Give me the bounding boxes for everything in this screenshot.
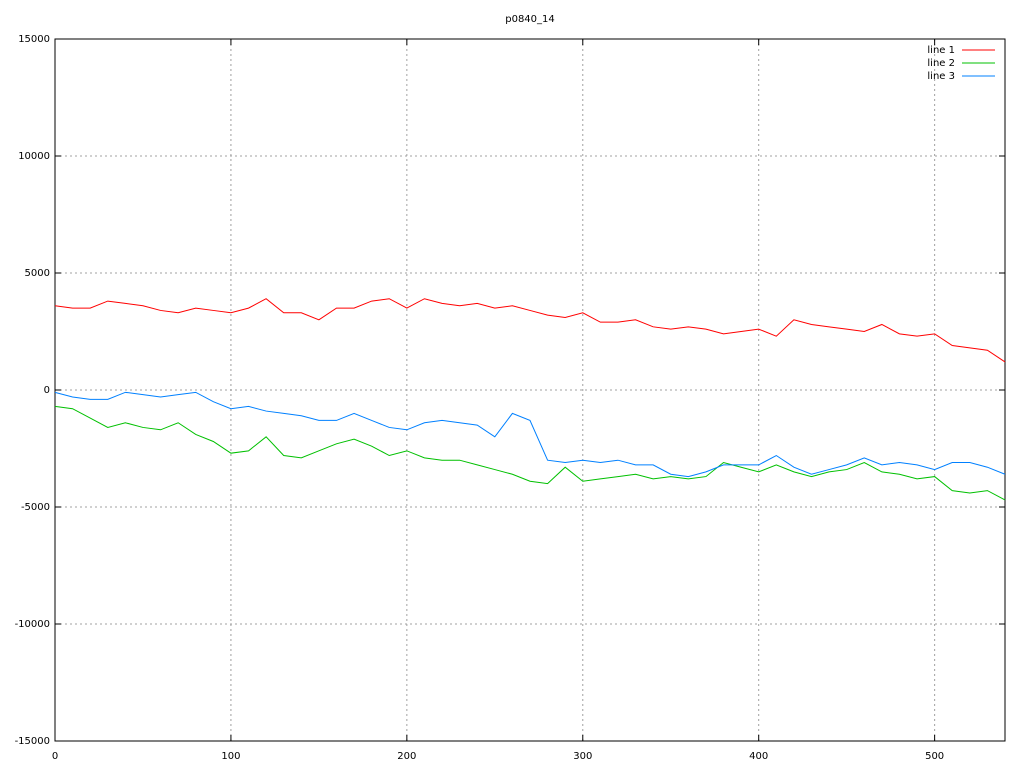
x-tick-label: 400: [749, 751, 768, 762]
series-line: [54, 298, 1006, 363]
legend-label: line 2: [927, 58, 955, 69]
x-tick-label: 200: [397, 751, 416, 762]
y-tick-label: -10000: [15, 619, 50, 630]
x-tick-label: 0: [52, 751, 58, 762]
chart-title: p0840_14: [505, 14, 555, 25]
x-tick-label: 100: [221, 751, 240, 762]
legend-label: line 3: [927, 71, 955, 82]
x-tick-label: 300: [573, 751, 592, 762]
y-tick-label: -15000: [15, 736, 50, 747]
series-line: [54, 405, 1006, 501]
y-tick-label: -5000: [21, 502, 50, 513]
y-tick-label: 0: [44, 385, 50, 396]
y-tick-label: 10000: [18, 151, 50, 162]
legend-label: line 1: [927, 45, 955, 56]
x-tick-label: 500: [925, 751, 944, 762]
plot-frame: [54, 38, 1006, 742]
y-tick-label: 15000: [18, 34, 50, 45]
series-line: [54, 391, 1006, 478]
y-tick-label: 5000: [25, 268, 50, 279]
